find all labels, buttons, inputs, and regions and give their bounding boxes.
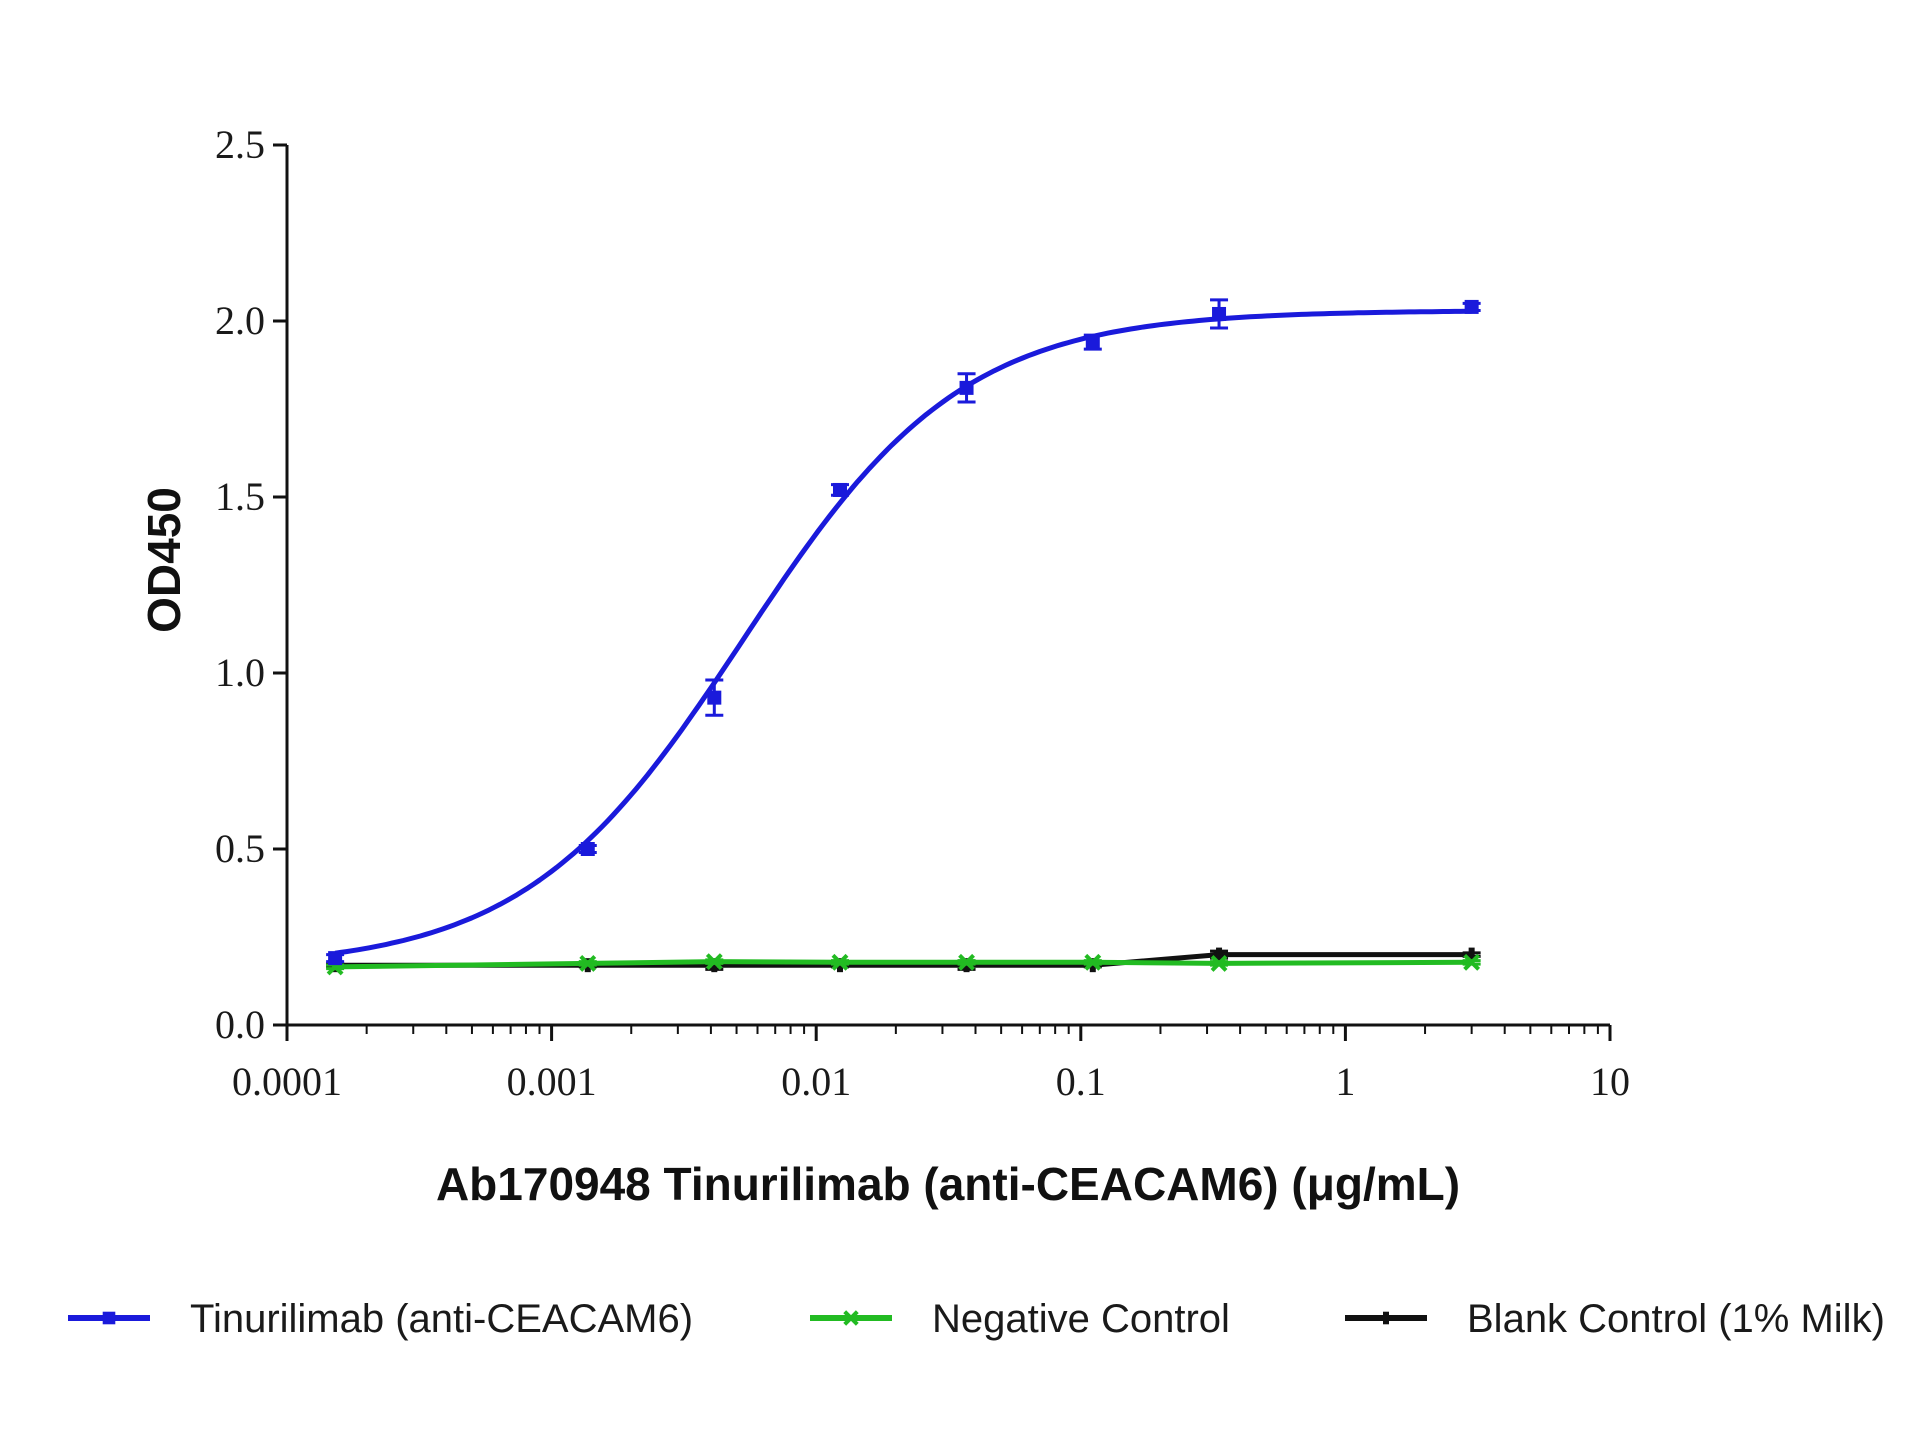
data-point-x xyxy=(1463,953,1481,971)
x-tick-label: 0.01 xyxy=(781,1059,851,1104)
data-point-square xyxy=(959,380,974,395)
y-axis-title: OD450 xyxy=(138,487,190,633)
data-point-x xyxy=(1210,954,1228,972)
data-point-dash xyxy=(1468,947,1475,962)
x-axis-title: Ab170948 Tinurilimab (anti-CEACAM6) (μg/… xyxy=(436,1158,1460,1210)
data-point-x xyxy=(843,1310,859,1326)
data-point-square xyxy=(707,690,722,705)
y-tick-label: 2.0 xyxy=(215,298,265,343)
series-line xyxy=(334,308,1472,956)
data-point-x-stroke xyxy=(831,953,849,971)
x-tick-label: 0.1 xyxy=(1056,1059,1106,1104)
axes: 0.0 0.5 1.0 1.5 2.0 2.5 0.0001 0.001 0.01 0.1 1 10 xyxy=(215,122,1630,1104)
data-point-x-stroke xyxy=(1084,953,1102,971)
x-tick-label: 0.0001 xyxy=(232,1059,342,1104)
legend-label: Negative Control xyxy=(932,1297,1230,1341)
y-tick-label: 0.0 xyxy=(215,1002,265,1047)
data-point-x-stroke xyxy=(705,953,723,971)
series-1 xyxy=(326,953,1481,976)
data-point-square xyxy=(102,1311,116,1325)
x-axis-ticks: 0.0001 0.001 0.01 0.1 1 10 xyxy=(232,1025,1630,1104)
data-point-square xyxy=(328,951,343,966)
data-point-square xyxy=(1085,335,1100,350)
data-point-x-stroke xyxy=(1463,953,1481,971)
legend-item-2: Blank Control (1% Milk) xyxy=(1345,1297,1885,1341)
x-tick-label: 0.001 xyxy=(507,1059,597,1104)
y-axis-ticks: 0.0 0.5 1.0 1.5 2.0 2.5 xyxy=(215,122,287,1047)
data-point-dash xyxy=(1216,947,1223,962)
data-point-square xyxy=(1212,306,1227,321)
y-tick-label: 1.0 xyxy=(215,650,265,695)
y-tick-label: 0.5 xyxy=(215,826,265,871)
data-point-square xyxy=(832,482,847,497)
data-point-x-stroke xyxy=(958,953,975,971)
data-point-x xyxy=(1084,953,1102,971)
legend: Tinurilimab (anti-CEACAM6) Negative Contr… xyxy=(68,1297,1885,1341)
y-tick-label: 2.5 xyxy=(215,122,265,167)
data-point-x xyxy=(579,954,597,972)
data-point-x-stroke xyxy=(843,1310,859,1326)
data-point-x xyxy=(958,953,975,971)
plot-area xyxy=(326,298,1481,976)
data-point-square xyxy=(580,842,595,856)
series-0 xyxy=(326,298,1481,966)
data-point-x xyxy=(705,953,723,971)
legend-label: Blank Control (1% Milk) xyxy=(1467,1297,1885,1341)
series-line xyxy=(335,959,1472,970)
data-point-x-stroke xyxy=(1210,954,1228,972)
data-point-x xyxy=(831,953,849,971)
x-tick-label: 10 xyxy=(1590,1059,1630,1104)
legend-item-1: Negative Control xyxy=(810,1297,1230,1341)
x-tick-label: 1 xyxy=(1335,1059,1355,1104)
data-point-dash xyxy=(1383,1311,1389,1325)
y-tick-label: 1.5 xyxy=(215,474,265,519)
data-point-dash xyxy=(711,958,718,973)
legend-label: Tinurilimab (anti-CEACAM6) xyxy=(190,1297,693,1341)
data-point-x-stroke xyxy=(579,954,597,972)
legend-item-0: Tinurilimab (anti-CEACAM6) xyxy=(68,1297,693,1341)
data-point-square xyxy=(1464,299,1479,314)
